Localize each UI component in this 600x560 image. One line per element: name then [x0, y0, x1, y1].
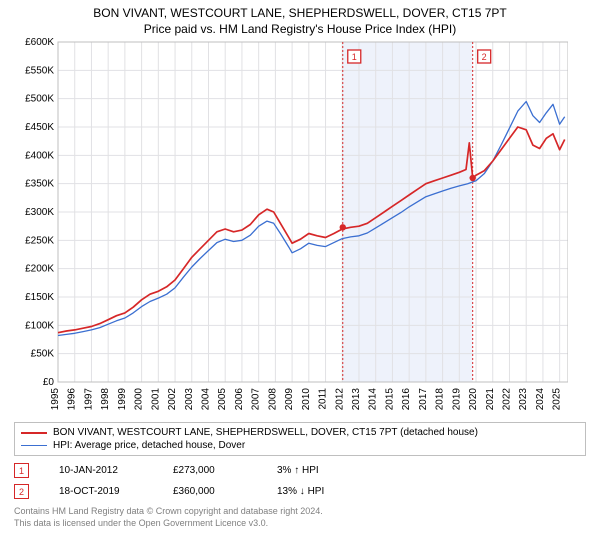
- svg-text:£250K: £250K: [25, 235, 54, 246]
- svg-text:2017: 2017: [418, 388, 429, 411]
- sales-table: 1 10-JAN-2012 £273,000 3% ↑ HPI 2 18-OCT-2019…: [14, 460, 586, 502]
- sale-delta: 13% ↓ HPI: [277, 486, 367, 497]
- svg-text:2022: 2022: [501, 388, 512, 411]
- svg-text:2023: 2023: [518, 388, 529, 411]
- svg-text:2008: 2008: [267, 388, 278, 411]
- svg-text:2007: 2007: [251, 388, 262, 411]
- svg-text:2016: 2016: [401, 388, 412, 411]
- svg-text:2014: 2014: [368, 388, 379, 411]
- svg-text:1995: 1995: [50, 388, 61, 411]
- price-chart: £0 £50K £100K £150K £200K £250K £300K £350K £400…: [8, 38, 568, 418]
- sale-price: £273,000: [173, 465, 253, 476]
- legend-item: BON VIVANT, WESTCOURT LANE, SHEPHERDSWEL…: [21, 426, 579, 439]
- svg-text:£450K: £450K: [25, 122, 54, 133]
- svg-text:£350K: £350K: [25, 179, 54, 190]
- sale-delta: 3% ↑ HPI: [277, 465, 367, 476]
- svg-text:£400K: £400K: [25, 150, 54, 161]
- svg-text:2025: 2025: [552, 388, 563, 411]
- sale-date: 10-JAN-2012: [59, 465, 149, 476]
- svg-text:2013: 2013: [351, 388, 362, 411]
- svg-text:£0: £0: [43, 377, 55, 388]
- svg-text:2000: 2000: [134, 388, 145, 411]
- svg-text:£550K: £550K: [25, 65, 54, 76]
- sale-row: 1 10-JAN-2012 £273,000 3% ↑ HPI: [14, 460, 586, 481]
- footer-line2: This data is licensed under the Open Gov…: [14, 518, 586, 530]
- svg-text:2004: 2004: [200, 388, 211, 411]
- svg-text:2018: 2018: [435, 388, 446, 411]
- sale-date: 18-OCT-2019: [59, 486, 149, 497]
- svg-text:£300K: £300K: [25, 207, 54, 218]
- svg-text:2005: 2005: [217, 388, 228, 411]
- chart-title: BON VIVANT, WESTCOURT LANE, SHEPHERDSWEL…: [0, 6, 600, 20]
- svg-text:2024: 2024: [535, 388, 546, 411]
- svg-text:2010: 2010: [301, 388, 312, 411]
- svg-text:£600K: £600K: [25, 38, 54, 48]
- chart-title-block: BON VIVANT, WESTCOURT LANE, SHEPHERDSWEL…: [0, 0, 600, 38]
- svg-text:1999: 1999: [117, 388, 128, 411]
- sale-marker: 2: [14, 484, 29, 499]
- svg-text:1997: 1997: [83, 388, 94, 411]
- svg-text:£50K: £50K: [31, 349, 55, 360]
- footer-attribution: Contains HM Land Registry data © Crown c…: [14, 506, 586, 529]
- svg-text:£200K: £200K: [25, 264, 54, 275]
- chart-subtitle: Price paid vs. HM Land Registry's House …: [0, 22, 600, 36]
- svg-text:2002: 2002: [167, 388, 178, 411]
- svg-text:2012: 2012: [334, 388, 345, 411]
- footer-line1: Contains HM Land Registry data © Crown c…: [14, 506, 586, 518]
- svg-text:2003: 2003: [184, 388, 195, 411]
- legend-label: HPI: Average price, detached house, Dove…: [53, 440, 245, 451]
- chart-area: £0 £50K £100K £150K £200K £250K £300K £350K £400…: [8, 38, 568, 418]
- svg-text:£500K: £500K: [25, 94, 54, 105]
- svg-text:2006: 2006: [234, 388, 245, 411]
- legend-label: BON VIVANT, WESTCOURT LANE, SHEPHERDSWEL…: [53, 427, 478, 438]
- svg-text:2011: 2011: [318, 388, 329, 410]
- legend-swatch: [21, 445, 47, 446]
- svg-text:2020: 2020: [468, 388, 479, 411]
- sale-row: 2 18-OCT-2019 £360,000 13% ↓ HPI: [14, 481, 586, 502]
- svg-text:2015: 2015: [384, 388, 395, 411]
- svg-text:1: 1: [352, 52, 357, 62]
- svg-text:£100K: £100K: [25, 320, 54, 331]
- svg-text:2: 2: [482, 52, 487, 62]
- svg-text:2001: 2001: [150, 388, 161, 411]
- svg-text:2009: 2009: [284, 388, 295, 411]
- svg-text:£150K: £150K: [25, 292, 54, 303]
- legend: BON VIVANT, WESTCOURT LANE, SHEPHERDSWEL…: [14, 422, 586, 456]
- svg-text:1996: 1996: [67, 388, 78, 411]
- svg-text:2021: 2021: [485, 388, 496, 411]
- svg-text:2019: 2019: [451, 388, 462, 411]
- sale-price: £360,000: [173, 486, 253, 497]
- legend-swatch: [21, 432, 47, 434]
- sale-marker: 1: [14, 463, 29, 478]
- legend-item: HPI: Average price, detached house, Dove…: [21, 439, 579, 452]
- svg-text:1998: 1998: [100, 388, 111, 411]
